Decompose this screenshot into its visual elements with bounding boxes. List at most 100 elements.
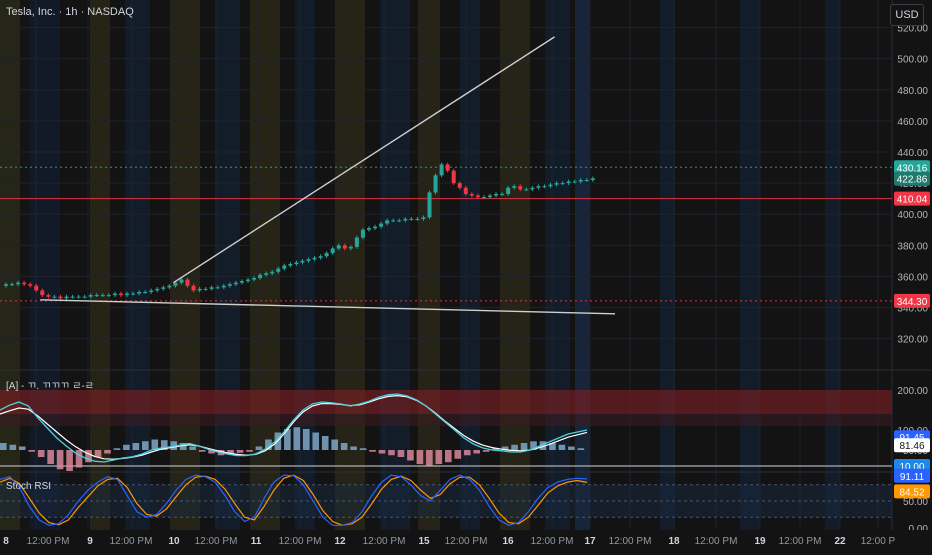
histogram-bar [539,441,547,450]
candle-body [185,279,190,286]
histogram-bar [142,441,149,450]
candle-body [481,197,486,199]
histogram-bar [359,448,367,450]
time-tick-label: 12:00 P [861,536,896,547]
time-tick-label: 12:00 PM [531,536,574,547]
candle-body [227,284,232,286]
candle-body [445,164,450,171]
candle-body [578,180,583,182]
session-band [20,0,30,530]
histogram-bar [331,439,338,450]
candle-body [488,195,492,198]
price-axis[interactable]: 520.00500.00480.00460.00440.00420.00400.… [894,24,930,535]
candle-body [354,237,359,247]
time-axis-bg [0,530,932,550]
stoch-tick-label: 50.00 [903,497,928,508]
price-label-text: 422.86 [897,175,928,186]
currency-button[interactable]: USD [890,4,924,26]
histogram-bar [265,439,272,450]
candlestick-series[interactable] [4,162,595,301]
candle-body [22,282,27,285]
candle-body [239,281,244,283]
indicator-label-momentum[interactable]: [A] - ㄲ. ㄲㄲㄲ ㄹ-ㄹ [6,381,94,392]
stoch-value-badge [894,468,930,483]
candle-body [149,290,154,292]
candle-body [403,218,408,221]
candle-body [312,257,317,260]
time-tick-label: 12:00 PM [779,536,822,547]
histogram-bar [350,446,357,450]
candle-body [433,175,438,193]
histogram-bar [189,446,196,450]
candle-body [70,296,75,298]
stoch-tick-label: 0.00 [909,524,929,535]
price-label-text: 410.04 [897,195,928,206]
histogram-bar [549,443,556,450]
histogram-bar [312,432,320,450]
histogram-bar [246,450,253,452]
candle-body [421,217,426,219]
histogram-bar [388,450,395,456]
histogram-bar [113,448,121,450]
time-axis[interactable]: 8 12:00 PM 9 12:00 PM 10 12:00 PM 11 12:00 PM 12… [0,530,932,550]
histogram-bar [397,450,405,457]
candle-body [173,282,178,286]
candle-body [330,248,335,254]
candle-body [457,183,462,188]
session-band [825,0,840,530]
candle-body [367,228,371,230]
grid-lines [0,0,932,530]
histogram-bar [482,450,490,452]
candle-body [282,265,287,269]
histogram-bar [444,450,452,463]
session-band [215,0,240,530]
price-tick-label: 360.00 [897,272,928,283]
candle-body [439,164,444,176]
histogram-bar [66,450,73,471]
candle-body [221,285,226,288]
time-tick-label: 12:00 PM [363,536,406,547]
histogram-bar [132,443,140,450]
histogram-bar [123,444,130,450]
time-tick-label: 12:00 PM [609,536,652,547]
candle-body [379,223,384,227]
candle-body [58,296,63,299]
candle-body [100,295,105,297]
candle-body [143,292,148,293]
candle-body [215,287,220,289]
histogram-bar [511,444,518,450]
candle-body [566,181,571,184]
candle-body [10,284,15,286]
histogram-bar [426,450,433,466]
candle-body [40,290,45,296]
histogram-bar [501,446,509,450]
candle-body [4,284,8,286]
price-label-text: 430.16 [897,163,928,174]
overbought-bands [0,390,892,467]
candle-body [125,293,129,296]
histogram-bar [340,443,348,450]
candle-body [554,183,559,185]
histogram-bar [255,446,263,450]
candle-body [524,189,529,191]
candle-body [348,246,353,249]
candle-body [16,282,21,285]
histogram-bar [407,450,414,461]
candle-body [385,220,390,224]
indicator-label-stoch-rsi[interactable]: Stoch RSI [6,481,52,492]
candle-body [28,284,33,286]
indicator-value-text: 81.46 [899,441,924,452]
histogram-bar [454,450,462,459]
time-tick-label: 12 [334,536,346,547]
trendlines[interactable] [40,36,616,315]
candle-body [542,186,547,188]
candle-body [300,260,305,263]
candle-body [76,296,81,298]
price-tick-label: 400.00 [897,210,928,221]
candle-body [252,278,257,280]
candle-body [324,253,329,257]
price-label-badge [894,293,930,308]
candle-body [52,296,57,298]
histogram-bar [568,446,575,450]
